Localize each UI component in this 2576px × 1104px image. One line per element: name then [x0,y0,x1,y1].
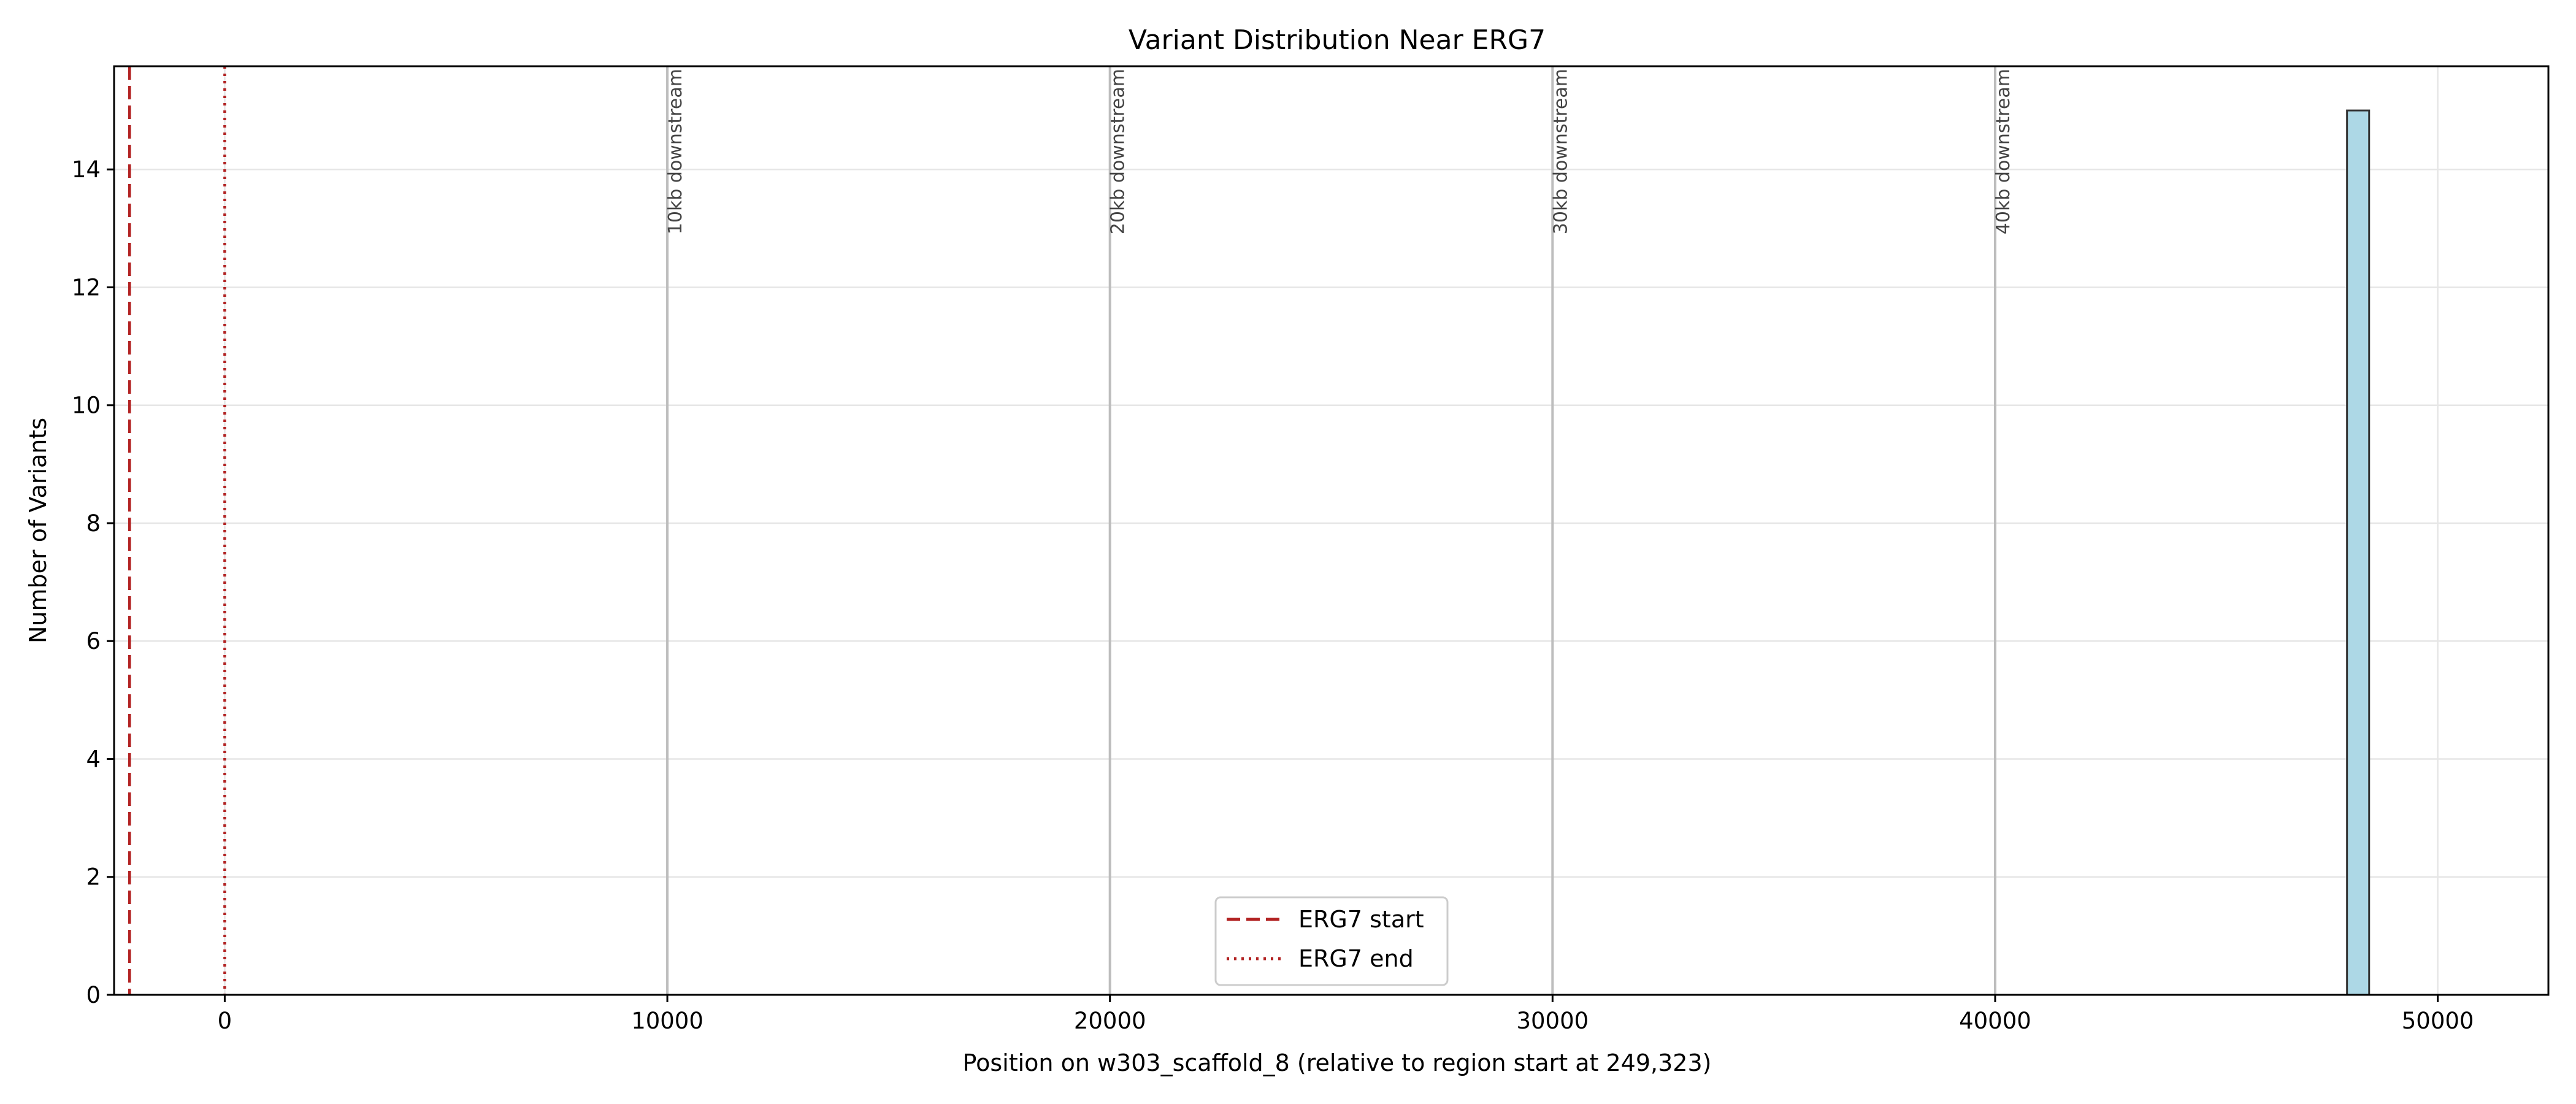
marker-label: 30kb downstream [1550,69,1571,234]
x-axis-label: Position on w303_scaffold_8 (relative to… [963,1049,1712,1076]
axes: 0 2 4 6 8 10 12 14 0 10000 20000 30000 40000 50000 [72,65,2550,1034]
histogram-bar [2346,109,2371,996]
x-tick-label: 50000 [2402,1008,2474,1034]
x-tick-label: 30000 [1516,1008,1589,1034]
x-tick-label: 20000 [1074,1008,1146,1034]
x-tick-label: 40000 [1959,1008,2031,1034]
bars [2346,109,2371,996]
chart-title: Variant Distribution Near ERG7 [1129,25,1546,56]
marker-label: 10kb downstream [665,69,686,234]
legend: ERG7 start ERG7 end [1214,896,1449,986]
gene-boundary-lines [128,66,226,995]
x-tick-label: 10000 [631,1008,703,1034]
y-tick-label: 2 [86,864,101,891]
y-tick-label: 10 [72,393,101,419]
y-tick-label: 12 [72,274,101,301]
marker-label: 20kb downstream [1108,69,1129,234]
y-tick-label: 4 [86,746,101,772]
marker-label: 40kb downstream [1993,69,2014,234]
downstream-markers: 10kb downstream 20kb downstream 30kb downs… [665,66,2014,995]
legend-label-erg7-end: ERG7 end [1298,945,1414,972]
y-tick-label: 6 [86,628,101,654]
x-tick-label: 0 [218,1008,232,1034]
y-tick-label: 0 [86,982,101,1008]
legend-label-erg7-start: ERG7 start [1298,906,1424,933]
y-axis-label: Number of Variants [25,418,52,643]
grid [114,66,2548,996]
plot-frame [113,65,2550,996]
y-tick-label: 8 [86,510,101,537]
y-tick-label: 14 [72,156,101,183]
